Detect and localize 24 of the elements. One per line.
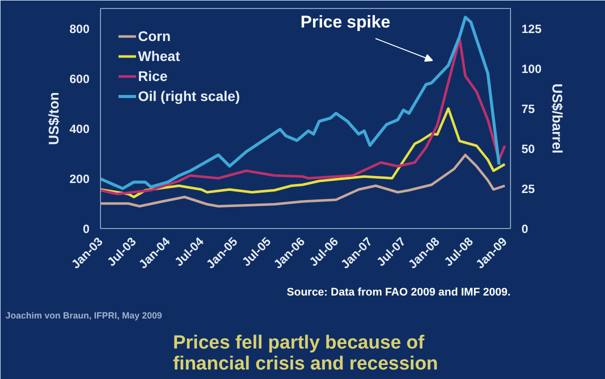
y-axis-title: US$/ton	[45, 92, 62, 145]
y2-tick-label: 50	[522, 142, 536, 156]
annotation: Price spike	[300, 12, 390, 32]
legend-label: Rice	[138, 68, 168, 84]
y-tick-label: 0	[82, 222, 90, 236]
y2-tick-label: 125	[522, 22, 542, 36]
text: Prices fell partly because of financial crisis and recession	[172, 332, 438, 374]
y2-axis-title: US$/barrel	[550, 83, 566, 154]
y-tick-label: 600	[69, 72, 90, 86]
line-series	[100, 107, 506, 198]
legend-label: Corn	[138, 28, 171, 44]
y2-tick-label: 75	[522, 102, 536, 116]
line-series	[100, 16, 501, 190]
text: Joachim von Braun, IFPRI, May 2009	[6, 310, 162, 320]
y2-tick-label: 0	[522, 222, 528, 236]
source-note: Source: Data from FAO 2009 and IMF 2009.	[286, 286, 511, 298]
y-tick-label: 400	[69, 122, 90, 136]
legend-label: Wheat	[138, 48, 180, 64]
legend-label: Oil (right scale)	[138, 88, 240, 104]
y2-tick-label: 100	[522, 62, 542, 76]
y-tick-label: 200	[69, 172, 90, 186]
y2-tick-label: 25	[522, 182, 536, 196]
line-series	[100, 154, 506, 208]
y-tick-label: 800	[69, 22, 90, 36]
